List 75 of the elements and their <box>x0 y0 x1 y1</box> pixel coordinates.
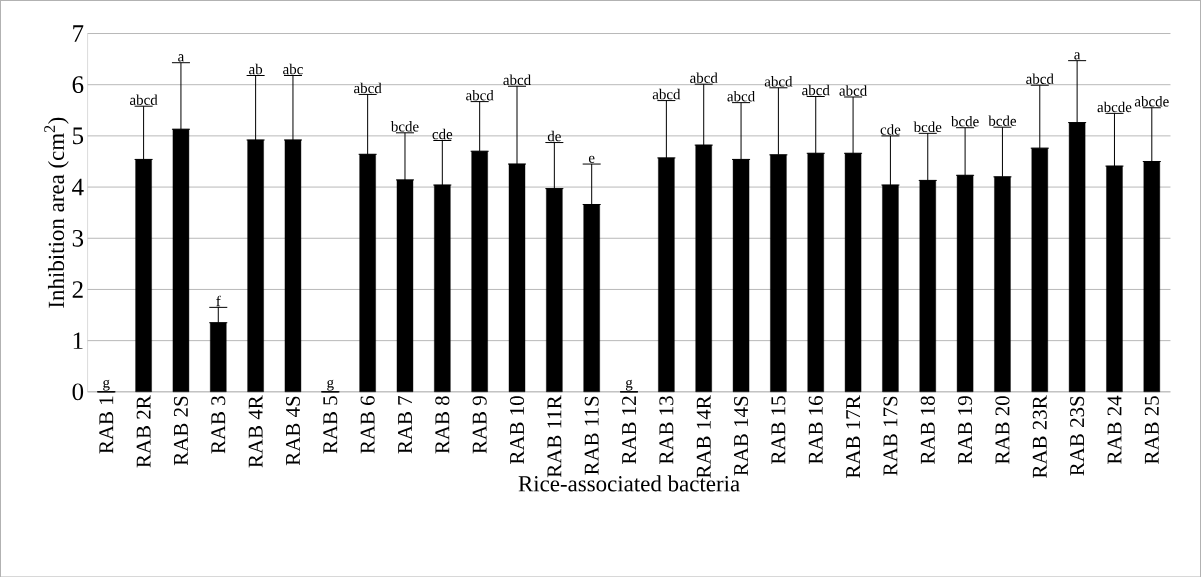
annotation: a <box>178 54 185 62</box>
x-tick-label: RAB 4S <box>285 396 300 465</box>
annotation: abc <box>283 63 303 75</box>
annotation: abcd <box>652 88 681 100</box>
bar <box>695 144 712 392</box>
annotation: abcd <box>764 75 793 87</box>
x-tick-label: RAB 17S <box>883 396 898 476</box>
x-tick-label: RAB 25 <box>1144 395 1159 464</box>
annotation: bcde <box>390 120 419 132</box>
bar <box>882 184 899 392</box>
annotation: ab <box>249 63 263 75</box>
x-tick-label: RAB 23S <box>1070 396 1085 476</box>
annotation: abcd <box>839 85 867 96</box>
y-tick-label: 6 <box>72 76 84 93</box>
x-tick-label: RAB 16 <box>808 395 823 464</box>
bar <box>434 184 451 392</box>
annotation: abcde <box>1134 95 1169 107</box>
x-tick-label: RAB 6 <box>360 395 375 454</box>
annotation: abcd <box>1026 73 1054 84</box>
annotation: abcd <box>802 84 830 96</box>
x-tick-label: RAB 4R <box>248 395 263 468</box>
y-tick-label: 3 <box>72 229 84 247</box>
annotation: bcde <box>950 115 979 127</box>
x-tick-label: RAB 24 <box>1107 395 1122 464</box>
bar <box>658 157 675 392</box>
x-tick-label: RAB 9 <box>472 395 487 454</box>
x-tick-label: RAB 20 <box>995 395 1010 464</box>
x-tick-label: RAB 11R <box>547 395 562 477</box>
annotation: abcd <box>130 94 158 105</box>
x-tick-label: RAB 5 <box>323 395 338 454</box>
annotation: g <box>625 379 633 391</box>
annotation: bcde <box>913 121 942 132</box>
bar <box>247 139 264 392</box>
x-tick-label: RAB 1 <box>99 396 114 454</box>
annotation: g <box>103 379 110 391</box>
y-tick-label: 0 <box>72 383 84 400</box>
x-tick-label: RAB 10 <box>509 395 525 464</box>
bar <box>284 139 302 392</box>
annotation: abcd <box>690 72 718 83</box>
annotation: abcd <box>503 74 531 85</box>
annotation: abcde <box>1097 101 1132 112</box>
x-tick-label: RAB 23R <box>1032 395 1047 478</box>
x-tick-label: RAB 12 <box>622 396 636 464</box>
annotation: abcd <box>354 82 382 93</box>
x-tick-label: RAB 7 <box>398 395 412 454</box>
bar <box>396 179 414 392</box>
x-tick-label: RAB 13 <box>659 395 674 464</box>
annotation: f <box>216 295 221 306</box>
annotation: cde <box>880 123 901 135</box>
y-tick-label: 4 <box>72 178 84 196</box>
x-tick-label: RAB 11S <box>584 396 599 475</box>
annotation: abcd <box>727 90 755 102</box>
y-tick-label: 7 <box>73 25 84 42</box>
x-tick-label: RAB 19 <box>958 395 973 464</box>
x-tick-label: RAB 15 <box>771 395 786 464</box>
bar <box>508 163 526 392</box>
y-tick-label: 1 <box>73 332 83 349</box>
annotation: e <box>588 155 595 163</box>
x-tick-label: RAB 14S <box>734 396 749 476</box>
y-axis-title: Inhibition area (cm$^{2}$) <box>44 117 69 308</box>
y-tick-label: 2 <box>72 280 83 298</box>
annotation: cde <box>432 128 453 140</box>
annotation: bcde <box>988 115 1017 126</box>
x-tick-label: RAB 8 <box>435 395 450 454</box>
x-tick-label: RAB 18 <box>920 395 935 464</box>
annotation: abcd <box>466 89 494 101</box>
annotation: g <box>327 379 334 391</box>
x-tick-label: RAB 17R <box>846 395 861 478</box>
bar <box>1106 165 1123 392</box>
x-tick-label: RAB 2R <box>136 395 151 468</box>
annotation: de <box>547 130 561 142</box>
x-tick-label: RAB 2S <box>173 396 188 465</box>
x-tick-label: RAB 3 <box>211 395 226 454</box>
annotation: a <box>1074 52 1081 60</box>
y-tick-label: 5 <box>73 127 84 144</box>
